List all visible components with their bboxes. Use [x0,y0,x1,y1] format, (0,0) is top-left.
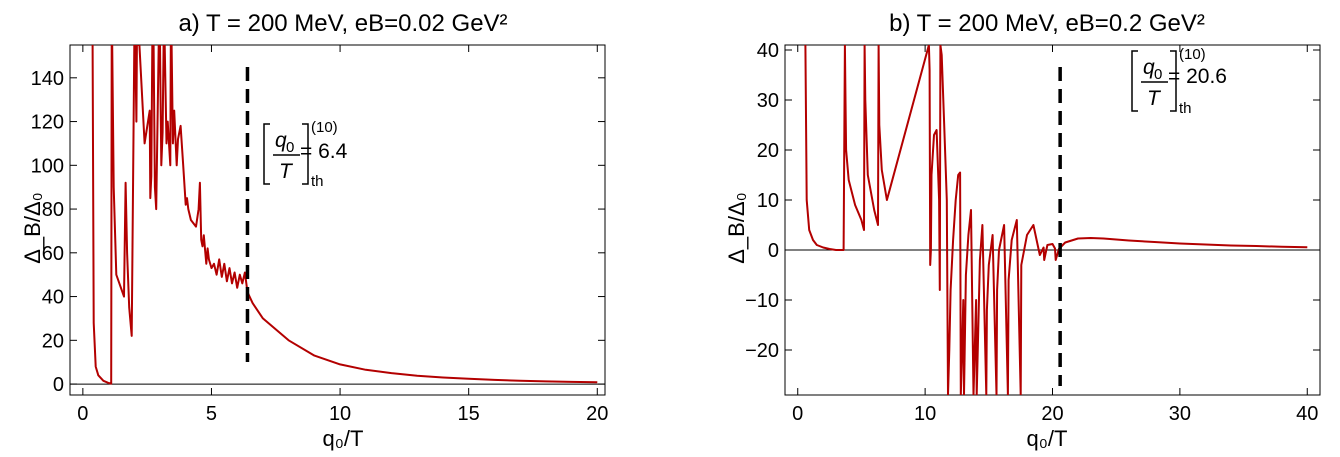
y-tick-label: 140 [31,68,64,90]
panel-b-threshold-value: = 20.6 [1168,65,1227,88]
panel-a-title: a) T = 200 MeV, eB=0.02 GeV² [178,10,507,37]
panel-a-threshold-value: = 6.4 [300,140,348,163]
y-tick-label: 30 [757,90,779,112]
panel-b-xlabel: q₀/T [1027,426,1068,451]
annotation-subscript: th [1179,100,1192,117]
panel-b-title: b) T = 200 MeV, eB=0.2 GeV² [889,10,1205,37]
panel-b-ticks: 0 10 20 30 40 −20 −10 0 10 20 30 40 [745,40,1320,425]
annotation-superscript: (10) [1179,46,1206,63]
series-line [804,45,1308,395]
left-bracket [1131,50,1138,112]
x-tick-label: 30 [1169,403,1191,425]
panel-b: b) T = 200 MeV, eB=0.2 GeV² q₀/T Δ_B/Δ₀ … [724,10,1321,451]
left-bracket [263,123,270,185]
panel-a-plot-frame [69,44,606,396]
x-tick-label: 20 [1041,403,1063,425]
y-tick-label: 60 [42,243,64,265]
annotation-subscript: th [311,173,324,190]
fraction-denominator: T [1147,87,1162,110]
y-tick-label: 40 [42,287,64,309]
y-tick-label: 40 [757,40,779,62]
panel-b-ylabel: Δ_B/Δ₀ [724,192,749,264]
panel-a-xlabel: q₀/T [323,426,364,451]
y-tick-label: 20 [42,330,64,352]
y-tick-label: 0 [768,240,779,262]
panel-b-plot-area: q 0 T (10) th [785,45,1320,395]
threshold-annotation: q 0 T (10) th [1131,46,1206,117]
y-tick-label: −20 [745,340,779,362]
fraction-numerator-subscript: 0 [1154,66,1162,83]
threshold-annotation: q 0 T (10) th [263,119,338,190]
y-tick-label: 0 [53,374,64,396]
y-tick-label: 10 [757,190,779,212]
fraction-denominator: T [279,160,294,183]
fraction-numerator: q [275,129,287,152]
x-tick-label: 10 [329,403,351,425]
right-bracket [1170,50,1177,112]
x-tick-label: 0 [77,403,88,425]
x-tick-label: 40 [1296,403,1318,425]
y-tick-label: 100 [31,155,64,177]
panel-a-ticks: 0 5 10 15 20 0 20 40 60 80 100 120 140 [31,45,608,425]
fraction-numerator-subscript: 0 [286,139,294,156]
panel-a-ylabel: Δ_B/Δ₀ [20,192,45,264]
fraction-numerator: q [1143,56,1155,79]
panel-a: a) T = 200 MeV, eB=0.02 GeV² q₀/T Δ_B/Δ₀… [20,10,608,451]
x-tick-label: 20 [586,403,608,425]
x-tick-label: 15 [458,403,480,425]
panel-a-plot-area: q 0 T (10) th [70,45,605,385]
annotation-superscript: (10) [311,119,338,136]
x-tick-label: 10 [914,403,936,425]
series-line [91,45,598,385]
y-tick-label: 120 [31,112,64,134]
y-tick-label: 80 [42,199,64,221]
x-tick-label: 5 [206,403,217,425]
y-tick-label: −10 [745,290,779,312]
right-bracket [302,123,309,185]
y-tick-label: 20 [757,140,779,162]
x-tick-label: 0 [792,403,803,425]
